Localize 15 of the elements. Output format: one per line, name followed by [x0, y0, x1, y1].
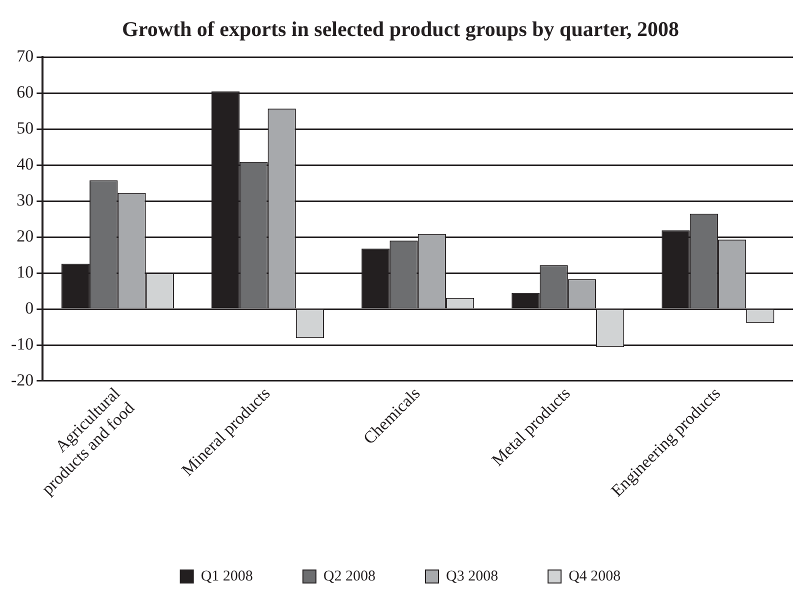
y-tick-label: 20	[16, 226, 34, 246]
legend-label: Q2 2008	[323, 568, 376, 584]
y-tick-label: 60	[16, 82, 34, 102]
y-tick-label: -20	[10, 370, 34, 390]
y-tick-label: 50	[16, 118, 34, 138]
y-tick-label: 30	[16, 190, 34, 210]
y-tick-label: -10	[10, 334, 34, 354]
y-tick-label: 70	[16, 46, 34, 66]
legend-label: Q1 2008	[200, 568, 253, 584]
y-tick-label: 0	[25, 298, 34, 318]
y-tick-label: 40	[16, 154, 34, 174]
legend-label: Q3 2008	[446, 568, 498, 584]
chart-title: Growth of exports in selected product groups by quarter, 2008	[122, 17, 679, 42]
legend-label: Q4 2008	[568, 568, 621, 584]
y-tick-label: 10	[16, 262, 34, 282]
